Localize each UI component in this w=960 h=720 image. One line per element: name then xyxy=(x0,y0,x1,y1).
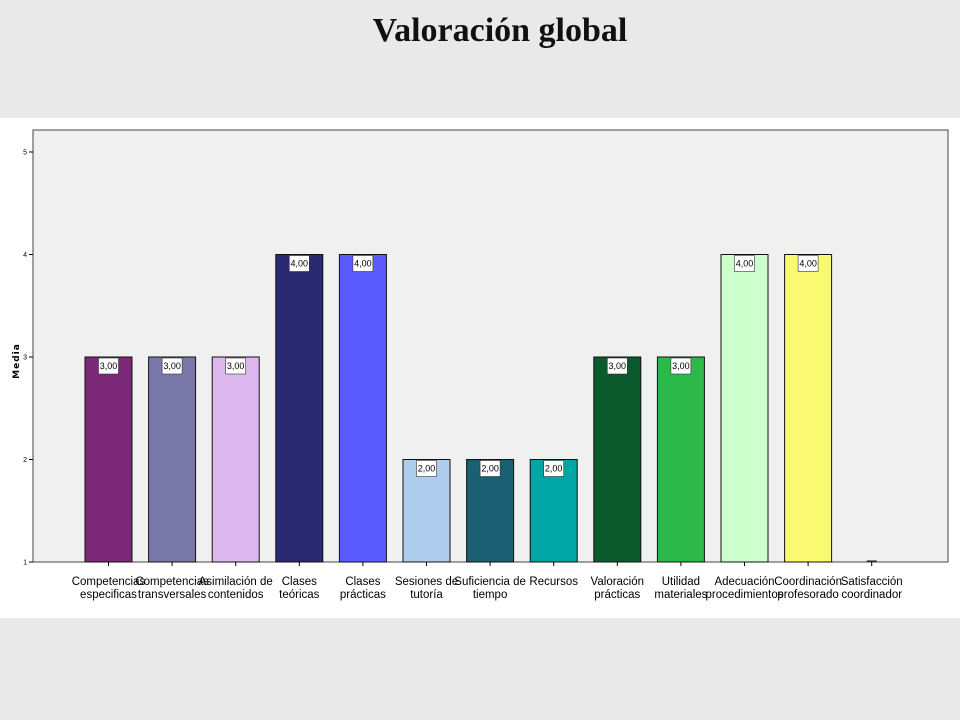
bars-group: 3,00 3,00 3,00 4,00 4,00 2,00 2,00 2,00 3,00 3,00… xyxy=(84,254,877,563)
x-tick-label: Adecuación procedimientos xyxy=(706,576,784,601)
x-tick-label-line: Valoración xyxy=(591,576,645,588)
data-label-text: 3,00 xyxy=(672,361,690,371)
y-tick-label: 3 xyxy=(23,355,27,362)
data-label-text: 3,00 xyxy=(100,361,118,371)
data-label-box xyxy=(161,357,183,375)
y-tick-label: 5 xyxy=(23,150,27,157)
x-tick-label-line: Coordinación xyxy=(774,576,842,588)
data-label-box xyxy=(479,460,501,477)
x-tick-label-line: Asimilación de xyxy=(199,576,273,588)
data-label-text: 3,00 xyxy=(227,361,245,371)
x-tick-label: Suficiencia de tiempo xyxy=(454,576,526,601)
data-label: 4,00 xyxy=(288,255,310,272)
y-tick-label: 2 xyxy=(23,457,27,464)
slide-title: Valoración global xyxy=(372,12,628,49)
data-label: 3,00 xyxy=(606,357,628,375)
x-tick-label: Valoración prácticas xyxy=(591,576,645,601)
data-label-box xyxy=(734,255,755,272)
x-tick-label-line: profesorado xyxy=(777,589,838,601)
data-label-box xyxy=(416,460,437,477)
bar xyxy=(656,356,705,563)
x-tick-label-line: Competencias xyxy=(135,576,209,588)
data-label: 2,00 xyxy=(416,460,437,477)
data-label-text: 4,00 xyxy=(291,259,309,269)
x-tick-label: Competencias transversales xyxy=(135,576,209,601)
x-tick-label-line: Clases xyxy=(282,576,317,588)
data-label: 3,00 xyxy=(225,357,246,375)
bar xyxy=(84,356,133,563)
data-label-box xyxy=(98,357,119,375)
data-label-box xyxy=(225,357,246,375)
data-label: 4,00 xyxy=(734,255,755,272)
bar xyxy=(338,254,387,563)
data-label-box xyxy=(670,357,692,375)
x-tick-label-line: Competencias xyxy=(72,576,146,588)
x-tick-label-line: Adecuación xyxy=(714,576,774,588)
x-tick-label-line: especificas xyxy=(80,589,137,601)
data-label: 3,00 xyxy=(161,357,183,375)
data-label-box xyxy=(606,357,628,375)
x-tick-label-line: Recursos xyxy=(529,576,578,588)
bar xyxy=(148,356,197,563)
data-label-text: 2,00 xyxy=(481,464,499,474)
x-tick-label: Clases prácticas xyxy=(340,576,386,601)
bar xyxy=(593,356,642,563)
data-label-box xyxy=(288,255,310,272)
data-label: 2,00 xyxy=(543,460,565,477)
x-tick-label-line: Suficiencia de xyxy=(454,576,526,588)
x-tick-label: Sesiones de tutoría xyxy=(395,576,458,601)
data-label-box xyxy=(543,460,565,477)
bar xyxy=(211,356,260,563)
x-tick-label-line: tutoría xyxy=(410,589,443,601)
x-tick-label: Recursos xyxy=(529,576,578,588)
x-tick-label-line: transversales xyxy=(138,589,207,601)
x-tick-label-line: prácticas xyxy=(594,589,640,601)
data-label-text: 3,00 xyxy=(163,361,181,371)
x-tick-label-line: coordinador xyxy=(841,589,902,601)
x-tick-label-line: materiales xyxy=(654,589,707,601)
bar xyxy=(275,254,324,563)
x-tick-label-line: tiempo xyxy=(473,589,508,601)
data-label-box xyxy=(352,255,374,272)
x-tick-label: Coordinación profesorado xyxy=(774,576,842,601)
x-tick-label-line: teóricas xyxy=(279,589,320,601)
bar xyxy=(784,254,833,563)
y-tick-label: 1 xyxy=(23,560,27,567)
data-label-text: 4,00 xyxy=(354,259,372,269)
data-label-box xyxy=(797,255,819,272)
data-label: 2,00 xyxy=(479,460,501,477)
data-label: 4,00 xyxy=(797,255,819,272)
x-tick-label: Clases teóricas xyxy=(279,576,320,601)
x-tick-label-line: Utilidad xyxy=(662,576,700,588)
x-tick-label-line: contenidos xyxy=(208,589,264,601)
y-axis: 1 2 3 4 5 xyxy=(23,150,33,567)
x-tick-label: Asimilación de contenidos xyxy=(199,576,273,601)
data-label-text: 4,00 xyxy=(736,259,754,269)
x-tick-label-line: Satisfacción xyxy=(841,576,903,588)
y-axis-label: Media xyxy=(12,343,22,379)
data-label: 4,00 xyxy=(352,255,374,272)
x-tick-label-line: prácticas xyxy=(340,589,386,601)
x-tick-label: Satisfacción coordinador xyxy=(841,576,903,601)
data-label: 3,00 xyxy=(670,357,692,375)
x-tick-label-line: Clases xyxy=(345,576,380,588)
x-tick-label: Utilidad materiales xyxy=(654,576,707,601)
data-label-text: 2,00 xyxy=(418,464,436,474)
x-tick-label-line: Sesiones de xyxy=(395,576,458,588)
bar xyxy=(720,254,769,563)
data-label: 3,00 xyxy=(98,357,119,375)
x-tick-label: Competencias especificas xyxy=(72,576,146,601)
x-tick-label-line: procedimientos xyxy=(706,589,784,601)
data-label-text: 4,00 xyxy=(799,259,817,269)
data-label-text: 3,00 xyxy=(609,361,627,371)
data-label-text: 2,00 xyxy=(545,464,563,474)
y-tick-label: 4 xyxy=(23,252,27,259)
